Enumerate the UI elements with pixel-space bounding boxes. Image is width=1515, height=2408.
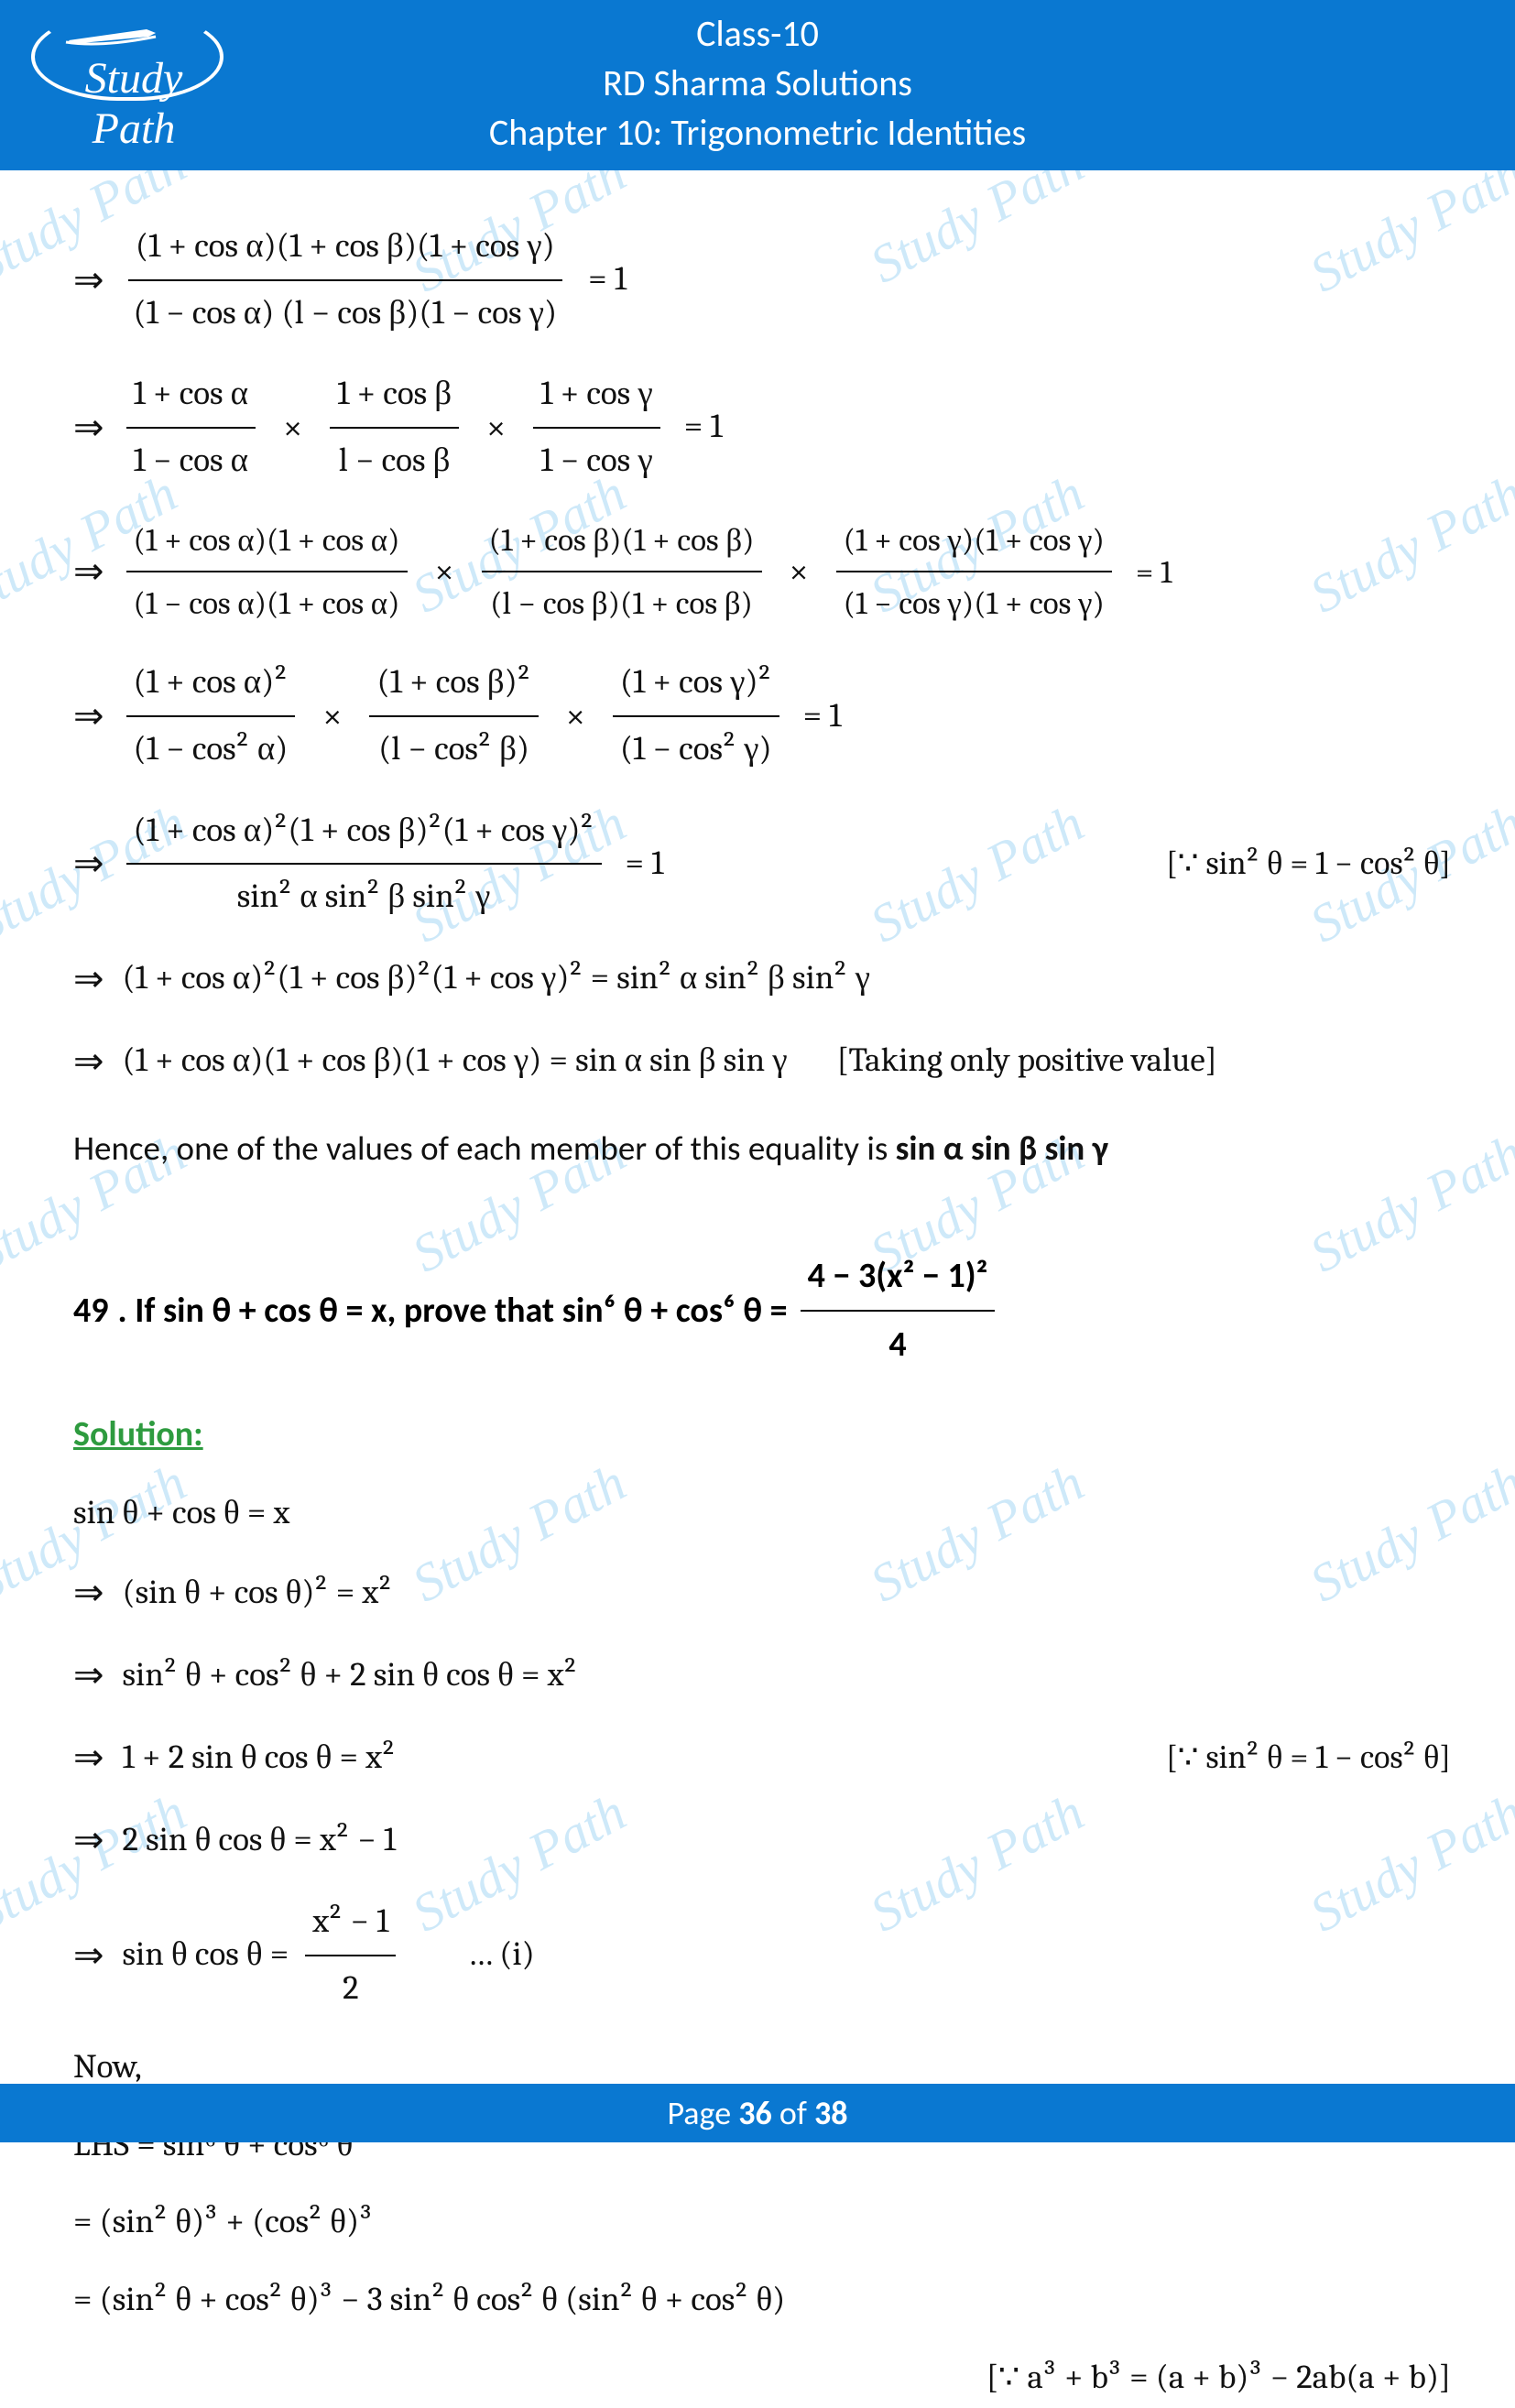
step-1: ⇒ (1 + cos α)(1 + cos β)(1 + cos γ)(1 − …: [73, 214, 1451, 345]
step-6: ⇒ (1 + cos α)²(1 + cos β)²(1 + cos γ)² =…: [73, 946, 1451, 1012]
sol-line-8: = (sin² θ)³ + (cos² θ)³: [73, 2192, 1451, 2253]
page-header: Study Path Class-10 RD Sharma Solutions …: [0, 0, 1515, 170]
step-3: ⇒ (1 + cos α)(1 + cos α)(1 − cos α)(1 + …: [73, 509, 1451, 634]
sol-line-9: = (sin² θ + cos² θ)³ − 3 sin² θ cos² θ (…: [73, 2270, 1451, 2331]
step-2: ⇒ 1 + cos α1 − cos α × 1 + cos βl − cos …: [73, 362, 1451, 493]
sol-line-4: ⇒1 + 2 sin θ cos θ = x² [∵ sin² θ = 1 − …: [73, 1725, 1451, 1791]
question-49: 49. If sin θ + cos θ = x, prove that sin…: [73, 1243, 1451, 1378]
identity-note-2: [∵ sin² θ = 1 − cos² θ]: [1166, 1728, 1451, 1788]
sol-line-6: ⇒sin θ cos θ = x² − 12 … (i): [73, 1890, 1451, 2021]
identity-note: [∵ sin² θ = 1 − cos² θ]: [1166, 834, 1451, 894]
solution-label: Solution:: [73, 1403, 1451, 1466]
header-class: Class-10: [0, 9, 1515, 59]
conclusion: Hence, one of the values of each member …: [73, 1118, 1451, 1180]
note-positive: [Taking only positive value]: [837, 1030, 1217, 1092]
page-footer: Page 36 of 38: [0, 2084, 1515, 2142]
sol-line-3: ⇒sin² θ + cos² θ + 2 sin θ cos θ = x²: [73, 1642, 1451, 1708]
content: ⇒ (1 + cos α)(1 + cos β)(1 + cos γ)(1 − …: [0, 170, 1515, 2408]
identity-note-3: [∵ a³ + b³ = (a + b)³ − 2ab(a + b)]: [986, 2348, 1451, 2408]
header-chapter: Chapter 10: Trigonometric Identities: [0, 108, 1515, 158]
step-4: ⇒ (1 + cos α)²(1 − cos² α) × (1 + cos β)…: [73, 650, 1451, 781]
sol-line-5: ⇒2 sin θ cos θ = x² − 1: [73, 1807, 1451, 1873]
logo: Study Path: [31, 13, 223, 114]
logo-text: Study Path: [44, 53, 223, 154]
step-7: ⇒ (1 + cos α)(1 + cos β)(1 + cos γ) = si…: [73, 1029, 1451, 1095]
sol-line-9-note: [∵ a³ + b³ = (a + b)³ − 2ab(a + b)]: [73, 2348, 1451, 2408]
sol-line-2: ⇒(sin θ + cos θ)² = x²: [73, 1560, 1451, 1626]
sol-line-1: sin θ + cos θ = x: [73, 1483, 1451, 1544]
header-book: RD Sharma Solutions: [0, 59, 1515, 108]
step-5: ⇒ (1 + cos α)²(1 + cos β)²(1 + cos γ)²si…: [73, 799, 1451, 930]
